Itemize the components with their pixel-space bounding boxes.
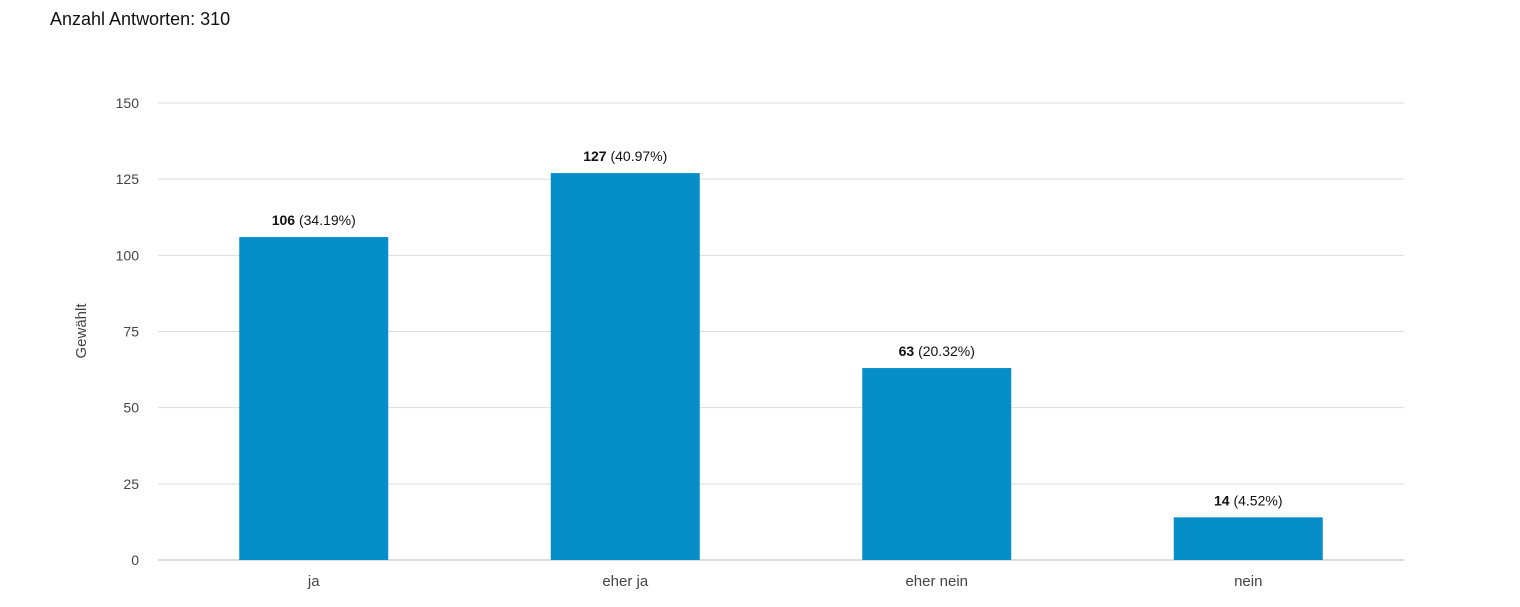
value-labels: 106 (34.19%) 127 (40.97%) 63 (20.32%) 14 (4… [272,148,1283,508]
y-tick-label: 0 [131,552,139,568]
y-tick-label: 150 [116,95,140,111]
y-axis-label: Gewählt [73,303,90,359]
bar-ja [239,237,389,560]
bar-nein [1173,517,1323,560]
bars [239,173,1323,560]
y-tick-label: 100 [116,247,140,263]
x-category-label: nein [1234,573,1262,590]
x-category-label: eher ja [602,573,649,590]
y-tick-label: 50 [123,400,139,416]
bar-eher-ja [550,173,700,560]
data-label: 63 (20.32%) [899,343,975,359]
response-count-label: Anzahl Antworten: 310 [50,9,231,29]
y-tick-label: 25 [123,476,139,492]
y-tick-label: 75 [123,324,139,340]
bar-eher-nein [862,368,1012,560]
x-category-label: eher nein [905,573,968,590]
y-tick-label: 125 [116,171,140,187]
x-axis-categories: ja eher ja eher nein nein [307,573,1263,590]
data-label: 106 (34.19%) [272,212,356,228]
y-axis-ticks: 0 25 50 75 100 125 150 [116,95,140,568]
data-label: 14 (4.52%) [1214,492,1283,508]
x-category-label: ja [307,573,320,590]
data-label: 127 (40.97%) [583,148,667,164]
